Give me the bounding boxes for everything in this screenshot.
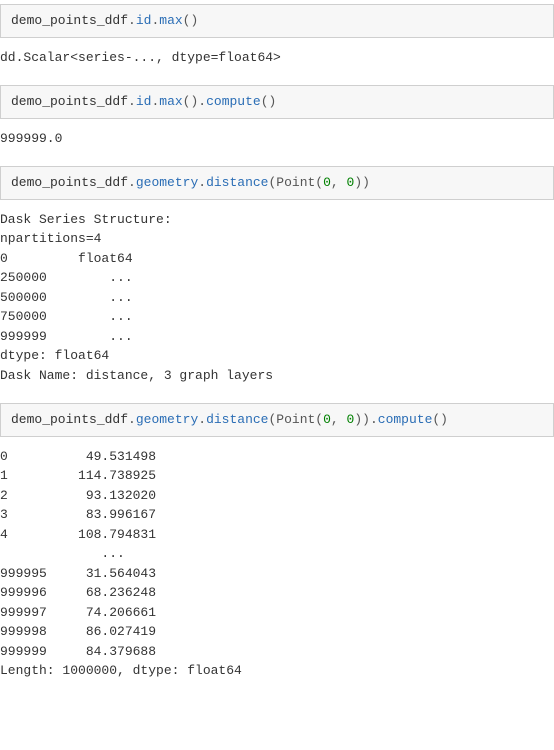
code-token: id [136, 13, 152, 28]
code-token: . [198, 412, 206, 427]
code-token: () [261, 94, 277, 109]
code-token: geometry [136, 175, 198, 190]
code-token: geometry [136, 412, 198, 427]
code-cell-1[interactable]: demo_points_ddf.id.max() [0, 4, 554, 38]
output-cell-1: dd.Scalar<series-..., dtype=float64> [0, 46, 554, 82]
code-token: demo_points_ddf [11, 412, 128, 427]
code-token: id [136, 94, 152, 109]
code-token: () [183, 13, 199, 28]
code-token: distance [206, 175, 268, 190]
code-token: demo_points_ddf [11, 175, 128, 190]
code-token: . [128, 175, 136, 190]
code-token: . [128, 412, 136, 427]
code-cell-4[interactable]: demo_points_ddf.geometry.distance(Point(… [0, 403, 554, 437]
output-cell-2: 999999.0 [0, 127, 554, 163]
output-cell-3: Dask Series Structure: npartitions=4 0 f… [0, 208, 554, 400]
code-token: compute [378, 412, 433, 427]
code-token: , [331, 175, 347, 190]
code-token: (Point( [269, 412, 324, 427]
code-token: () [432, 412, 448, 427]
code-token: compute [206, 94, 261, 109]
code-token: . [128, 94, 136, 109]
code-token: demo_points_ddf [11, 94, 128, 109]
code-token: . [128, 13, 136, 28]
code-token: , [331, 412, 347, 427]
code-token: )) [354, 175, 370, 190]
code-token: )) [354, 412, 370, 427]
code-token: distance [206, 412, 268, 427]
code-token: . [198, 175, 206, 190]
code-token: . [198, 94, 206, 109]
code-token: 0 [323, 175, 331, 190]
output-cell-4: 0 49.531498 1 114.738925 2 93.132020 3 8… [0, 445, 554, 695]
code-token: . [370, 412, 378, 427]
code-cell-2[interactable]: demo_points_ddf.id.max().compute() [0, 85, 554, 119]
code-token: () [183, 94, 199, 109]
code-token: max [159, 13, 182, 28]
code-cell-3[interactable]: demo_points_ddf.geometry.distance(Point(… [0, 166, 554, 200]
code-token: 0 [323, 412, 331, 427]
code-token: demo_points_ddf [11, 13, 128, 28]
code-token: (Point( [269, 175, 324, 190]
code-token: max [159, 94, 182, 109]
